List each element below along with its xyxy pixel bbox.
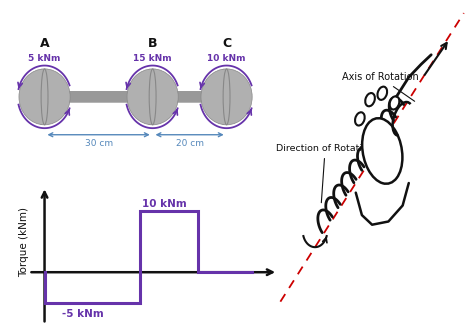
Ellipse shape — [19, 69, 70, 125]
Ellipse shape — [201, 69, 252, 125]
Text: 15 kNm: 15 kNm — [133, 54, 172, 63]
Ellipse shape — [127, 69, 178, 125]
Ellipse shape — [217, 69, 230, 125]
Ellipse shape — [377, 87, 387, 100]
Text: 20 cm: 20 cm — [175, 139, 204, 148]
Ellipse shape — [143, 69, 156, 125]
Text: 10 kNm: 10 kNm — [142, 198, 187, 208]
Text: 10 kNm: 10 kNm — [207, 54, 246, 63]
Text: B: B — [148, 37, 157, 50]
Ellipse shape — [35, 69, 48, 125]
Text: -5 kNm: -5 kNm — [62, 309, 104, 319]
Ellipse shape — [390, 96, 399, 110]
FancyBboxPatch shape — [61, 91, 218, 103]
Text: Torque (kNm): Torque (kNm) — [19, 207, 29, 277]
Text: 5 kNm: 5 kNm — [28, 54, 61, 63]
Ellipse shape — [362, 118, 402, 184]
Ellipse shape — [355, 112, 365, 126]
Text: 30 cm: 30 cm — [84, 139, 113, 148]
Text: A: A — [40, 37, 49, 50]
Text: C: C — [222, 37, 231, 50]
Text: Direction of Rotation: Direction of Rotation — [276, 144, 374, 203]
Text: Axis of Rotation: Axis of Rotation — [341, 72, 418, 101]
Ellipse shape — [365, 93, 375, 106]
